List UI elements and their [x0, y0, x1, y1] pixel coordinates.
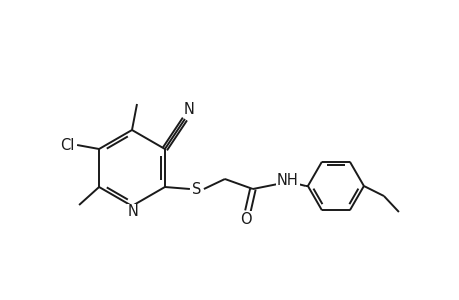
Text: Cl: Cl — [60, 137, 74, 152]
Text: S: S — [192, 182, 201, 196]
Text: N: N — [127, 205, 138, 220]
Text: N: N — [183, 101, 194, 116]
Text: O: O — [240, 212, 251, 226]
Text: NH: NH — [276, 172, 298, 188]
